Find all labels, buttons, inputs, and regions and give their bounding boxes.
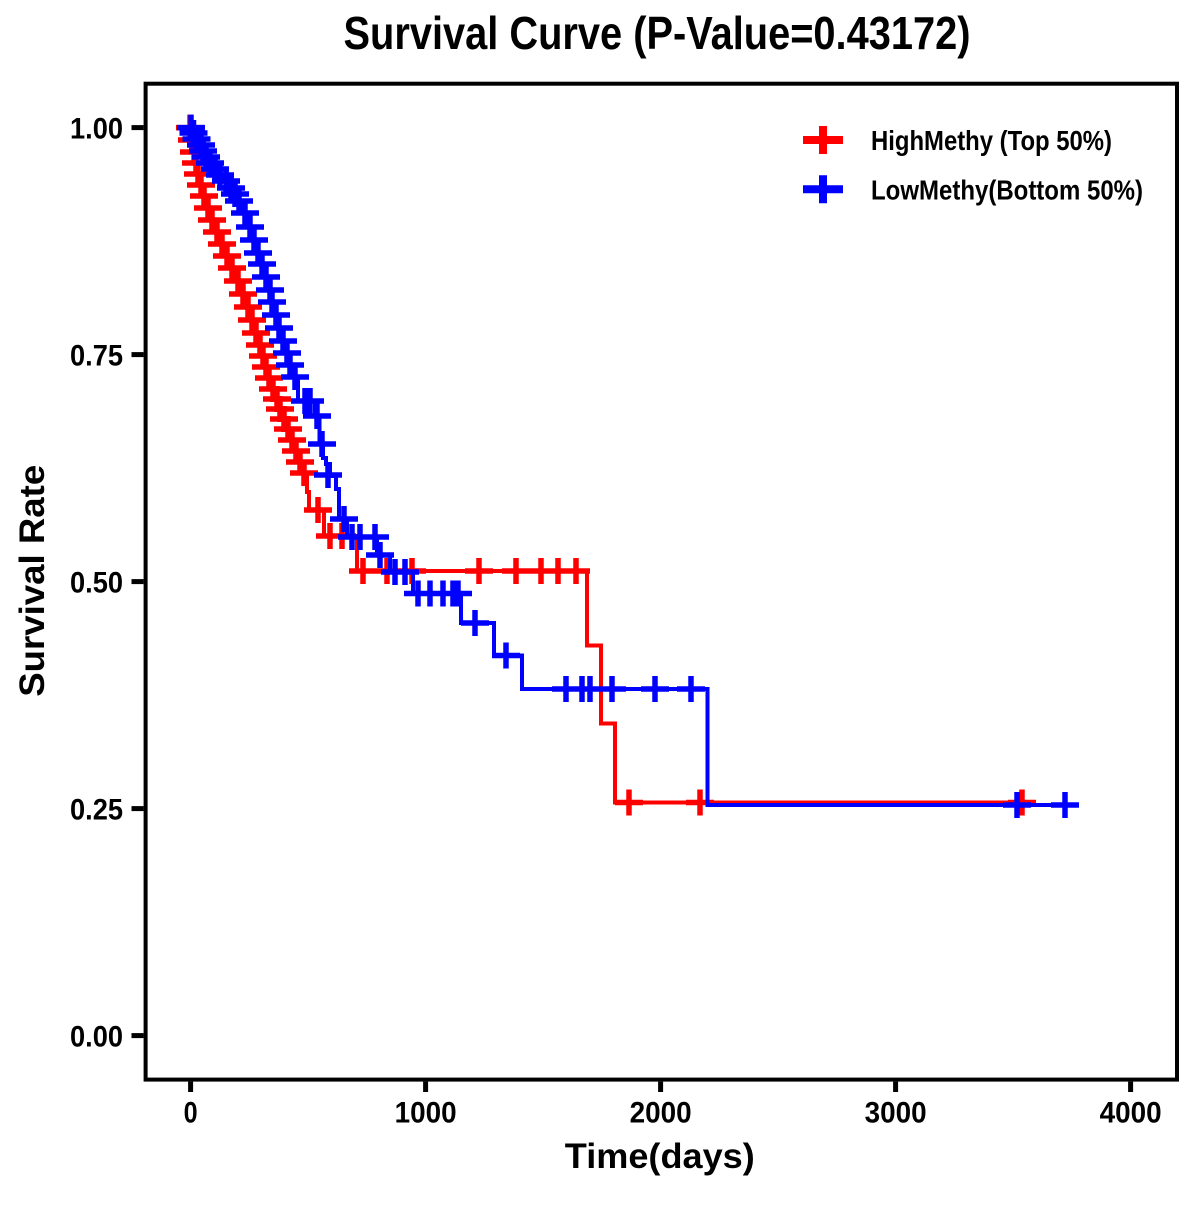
svg-text:4000: 4000: [1100, 1097, 1162, 1130]
svg-text:2000: 2000: [630, 1097, 692, 1130]
svg-text:Survival Curve (P-Value=0.4317: Survival Curve (P-Value=0.43172): [344, 7, 971, 59]
svg-text:0.00: 0.00: [70, 1021, 123, 1054]
svg-text:0.25: 0.25: [70, 794, 123, 827]
svg-text:3000: 3000: [865, 1097, 927, 1130]
svg-text:0.75: 0.75: [70, 340, 123, 373]
svg-text:1000: 1000: [395, 1097, 457, 1130]
svg-text:0: 0: [184, 1097, 198, 1130]
svg-text:Survival Rate: Survival Rate: [13, 465, 52, 697]
svg-text:HighMethy (Top 50%): HighMethy (Top 50%): [871, 125, 1112, 156]
svg-text:1.00: 1.00: [70, 113, 123, 146]
svg-text:LowMethy(Bottom 50%): LowMethy(Bottom 50%): [871, 175, 1143, 206]
svg-text:Time(days): Time(days): [565, 1137, 755, 1176]
svg-text:0.50: 0.50: [70, 567, 123, 600]
